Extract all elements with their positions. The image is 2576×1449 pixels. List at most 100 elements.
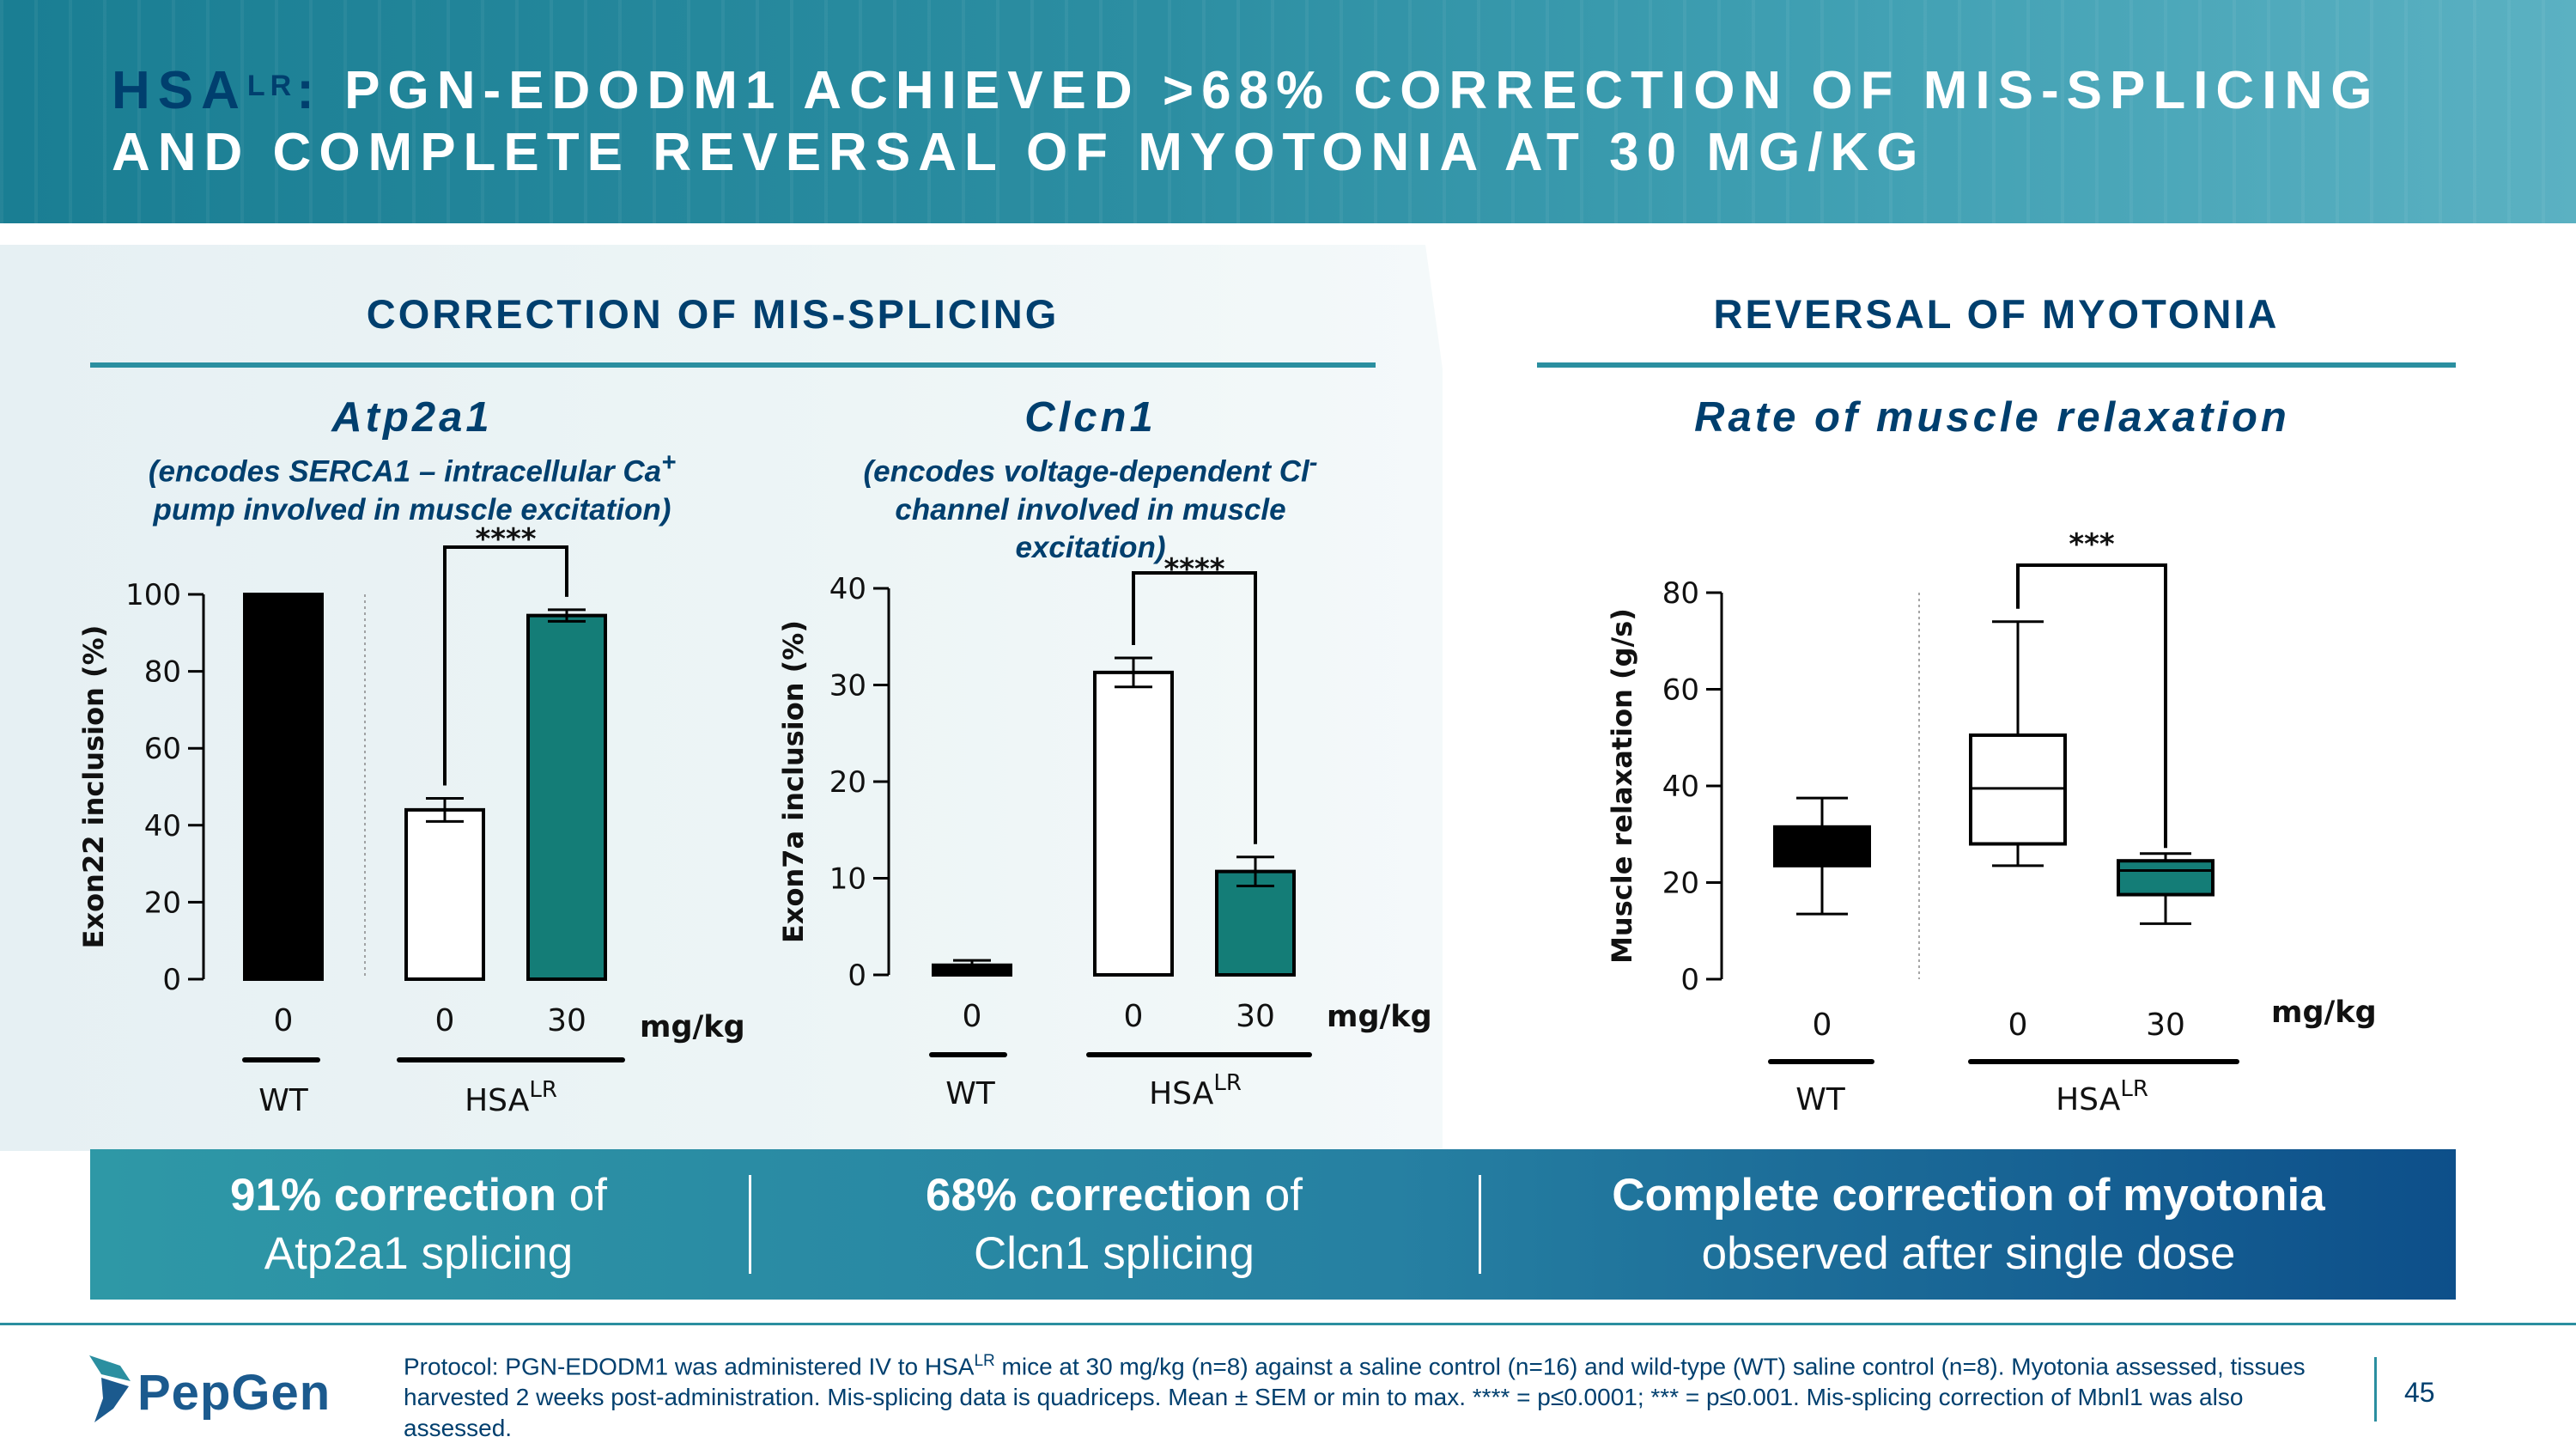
myotonia-significance-bracket xyxy=(2016,563,2167,849)
myotonia-group-label: HSALR xyxy=(2056,1076,2148,1117)
section-rule-right xyxy=(1537,362,2456,368)
title-colon: : xyxy=(296,61,322,120)
atp2a1-bar xyxy=(404,807,485,981)
clcn1-y-tick-label: 0 xyxy=(848,959,866,993)
clcn1-x-tick-label: 0 xyxy=(963,999,982,1034)
summary-divider-2 xyxy=(1479,1175,1481,1274)
clcn1-x-tick-label: 0 xyxy=(1124,999,1144,1034)
section-title-myotonia: REVERSAL OF MYOTONIA xyxy=(1713,291,2280,337)
myotonia-x-tick-label: 30 xyxy=(2146,1008,2185,1043)
clcn1-significance-bracket xyxy=(1132,571,1257,844)
chart-title-atp2a1: Atp2a1 xyxy=(331,394,493,441)
myotonia-y-tick-label: 20 xyxy=(1662,867,1699,901)
summary-atp2a1-line2: Atp2a1 splicing xyxy=(264,1227,574,1279)
title-prefix: HSA xyxy=(112,61,247,120)
clcn1-group-label: WT xyxy=(945,1076,996,1111)
summary-clcn1: 68% correction of Clcn1 splicing xyxy=(751,1149,1477,1300)
page-title: HSALR: PGN-EDODM1 ACHIEVED >68% CORRECTI… xyxy=(112,60,2379,184)
clcn1-bar xyxy=(1093,670,1174,977)
summary-atp2a1: 91% correction of Atp2a1 splicing xyxy=(90,1149,747,1300)
summary-myotonia-line2: observed after single dose xyxy=(1701,1227,2236,1279)
atp2a1-x-tick-label: 0 xyxy=(274,1003,294,1038)
clcn1-unit-label: mg/kg xyxy=(1327,1000,1432,1034)
atp2a1-group-label: WT xyxy=(258,1083,309,1118)
atp2a1-y-tick-label: 80 xyxy=(144,655,181,690)
myotonia-y-axis-label: Muscle relaxation (g/s) xyxy=(1606,608,1638,964)
summary-banner: 91% correction of Atp2a1 splicing 68% co… xyxy=(90,1149,2456,1300)
header-texture xyxy=(0,0,2576,223)
myotonia-y-tick-label: 60 xyxy=(1662,673,1699,708)
myotonia-y-tick-label: 40 xyxy=(1662,770,1699,804)
summary-atp2a1-rest: of xyxy=(556,1169,607,1221)
myotonia-box xyxy=(2117,859,2215,897)
atp2a1-unit-label: mg/kg xyxy=(640,1010,745,1044)
atp2a1-significance-bracket xyxy=(443,545,568,786)
header-banner: HSALR: PGN-EDODM1 ACHIEVED >68% CORRECTI… xyxy=(0,0,2576,223)
title-line-1: HSALR: PGN-EDODM1 ACHIEVED >68% CORRECTI… xyxy=(112,60,2379,122)
clcn1-sub-2: channel involved in muscle xyxy=(895,492,1286,527)
title-line-2: AND COMPLETE REVERSAL OF MYOTONIA AT 30 … xyxy=(112,123,1926,182)
myotonia-significance-label: *** xyxy=(2069,527,2115,562)
myotonia-y-tick-label: 80 xyxy=(1662,576,1699,611)
atp2a1-y-tick-label: 0 xyxy=(162,963,181,997)
clcn1-bar xyxy=(1215,869,1296,977)
atp2a1-y-axis-label: Exon22 inclusion (%) xyxy=(77,625,110,949)
summary-myotonia: Complete correction of myotonia observed… xyxy=(1481,1149,2456,1300)
clcn1-y-tick-label: 10 xyxy=(829,862,866,897)
myotonia-x-tick-label: 0 xyxy=(1813,1008,1832,1043)
clcn1-x-tick-label: 30 xyxy=(1236,999,1275,1034)
clcn1-group-label: HSALR xyxy=(1149,1070,1242,1111)
atp2a1-x-tick-label: 0 xyxy=(435,1003,455,1038)
chart-title-myotonia: Rate of muscle relaxation xyxy=(1694,394,2290,441)
clcn1-sub-1: (encodes voltage-dependent Cl xyxy=(863,454,1309,489)
clcn1-y-tick-label: 30 xyxy=(829,669,866,703)
atp2a1-group-label: HSALR xyxy=(465,1077,557,1118)
clcn1-y-axis-label: Exon7a inclusion (%) xyxy=(777,620,810,943)
atp2a1-y-tick-label: 20 xyxy=(144,886,181,920)
atp2a1-x-tick-label: 30 xyxy=(547,1003,586,1038)
atp2a1-bar xyxy=(526,613,607,981)
myotonia-y-tick-label: 0 xyxy=(1680,963,1699,997)
summary-clcn1-rest: of xyxy=(1252,1169,1303,1221)
clcn1-sub-sup: - xyxy=(1309,449,1318,477)
protocol-a: Protocol: PGN-EDODM1 was administered IV… xyxy=(404,1353,975,1380)
pepgen-logo-icon xyxy=(89,1355,131,1422)
summary-clcn1-line2: Clcn1 splicing xyxy=(974,1227,1255,1279)
chart-title-clcn1: Clcn1 xyxy=(1024,394,1157,441)
atp2a1-y-tick-label: 100 xyxy=(125,578,181,612)
chart-subtitle-atp2a1: (encodes SERCA1 – intracellular Ca+ pump… xyxy=(86,444,738,529)
atp2a1-y-tick-label: 60 xyxy=(144,732,181,766)
footer-divider xyxy=(2374,1357,2377,1422)
myotonia-unit-label: mg/kg xyxy=(2271,995,2377,1030)
chart-subtitle-clcn1: (encodes voltage-dependent Cl- channel i… xyxy=(773,444,1408,567)
atp2a1-y-tick-label: 40 xyxy=(144,809,181,843)
atp2a1-sub-sup: + xyxy=(661,449,677,477)
page-number: 45 xyxy=(2404,1377,2435,1408)
summary-divider-1 xyxy=(749,1175,751,1274)
protocol-sup: LR xyxy=(974,1352,995,1370)
myotonia-x-tick-label: 0 xyxy=(2008,1008,2028,1043)
clcn1-significance-label: **** xyxy=(1163,552,1224,587)
atp2a1-bar xyxy=(243,593,324,981)
title-text-1: PGN-EDODM1 ACHIEVED >68% CORRECTION OF M… xyxy=(321,61,2380,120)
mis-splicing-panel xyxy=(0,245,1443,1151)
title-sup: LR xyxy=(246,70,297,102)
protocol-b: mice at 30 mg/kg (n=8) against a saline … xyxy=(404,1353,2306,1442)
clcn1-y-tick-label: 40 xyxy=(829,572,866,606)
atp2a1-significance-label: **** xyxy=(475,522,536,557)
section-rule-left xyxy=(90,362,1376,368)
footer-rule xyxy=(0,1323,2576,1325)
protocol-note: Protocol: PGN-EDODM1 was administered IV… xyxy=(404,1346,2344,1444)
myotonia-box xyxy=(1773,825,1871,868)
summary-atp2a1-bold: 91% correction xyxy=(230,1169,557,1221)
pepgen-logo-text: PepGen xyxy=(137,1365,331,1421)
myotonia-group-label: WT xyxy=(1795,1082,1846,1117)
section-title-mis-splicing: CORRECTION OF MIS-SPLICING xyxy=(366,291,1060,337)
atp2a1-sub-1: (encodes SERCA1 – intracellular Ca xyxy=(148,454,662,489)
summary-myotonia-bold: Complete correction of myotonia xyxy=(1612,1169,2325,1221)
summary-clcn1-bold: 68% correction xyxy=(926,1169,1253,1221)
atp2a1-sub-2: pump involved in muscle excitation) xyxy=(153,492,671,527)
clcn1-y-tick-label: 20 xyxy=(829,765,866,800)
clcn1-sub-3: excitation) xyxy=(1015,530,1166,564)
